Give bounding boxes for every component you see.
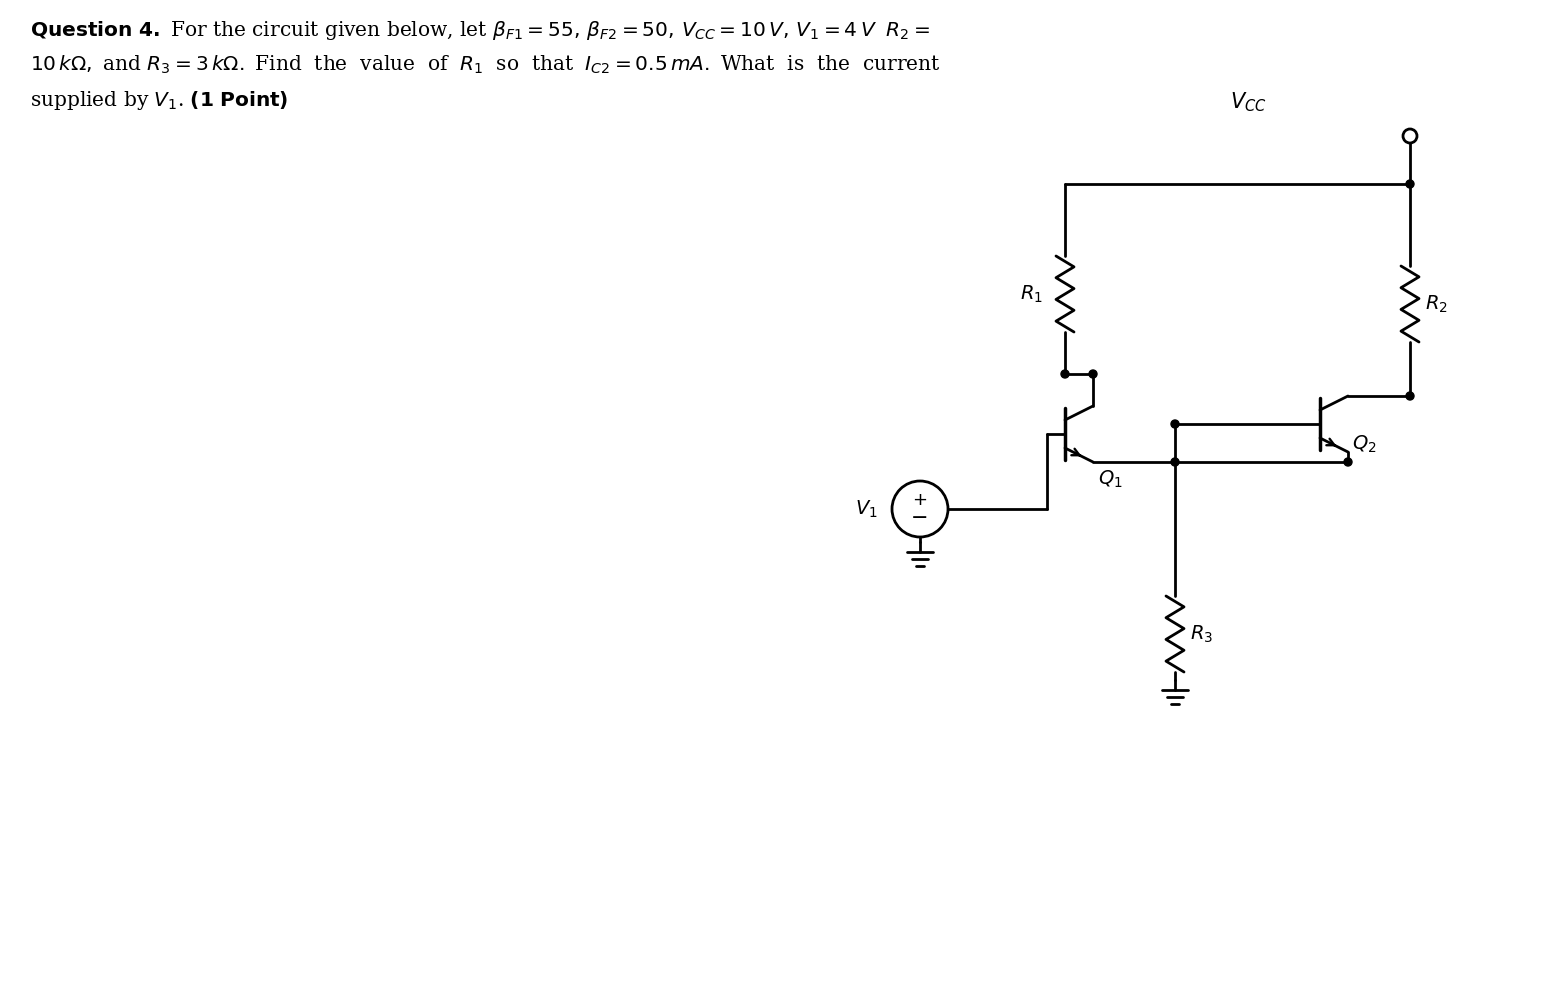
Text: $V_{CC}$: $V_{CC}$ <box>1229 90 1266 114</box>
Circle shape <box>1170 458 1180 466</box>
Text: $\mathbf{Question\ 4.}$ For the circuit given below, let $\beta_{F1} = 55,\, \be: $\mathbf{Question\ 4.}$ For the circuit … <box>29 19 931 42</box>
Text: $V_1$: $V_1$ <box>855 498 878 520</box>
Circle shape <box>1405 392 1415 400</box>
Text: $R_1$: $R_1$ <box>1020 283 1044 304</box>
Circle shape <box>1343 458 1353 466</box>
Text: supplied by $V_1$. $\mathbf{(1\ Point)}$: supplied by $V_1$. $\mathbf{(1\ Point)}$ <box>29 89 289 112</box>
Circle shape <box>1405 180 1415 188</box>
Text: $10\,k\Omega,$ and $R_3 = 3\,k\Omega.$ Find  the  value  of  $R_1$  so  that  $I: $10\,k\Omega,$ and $R_3 = 3\,k\Omega.$ F… <box>29 54 940 77</box>
Text: +: + <box>912 491 928 509</box>
Text: $R_2$: $R_2$ <box>1425 293 1447 315</box>
Text: −: − <box>911 508 929 528</box>
Text: $R_3$: $R_3$ <box>1190 623 1214 645</box>
Circle shape <box>1088 370 1098 378</box>
Text: $Q_1$: $Q_1$ <box>1098 469 1122 490</box>
Circle shape <box>1170 420 1180 428</box>
Text: $Q_2$: $Q_2$ <box>1353 434 1376 455</box>
Circle shape <box>1061 370 1068 378</box>
